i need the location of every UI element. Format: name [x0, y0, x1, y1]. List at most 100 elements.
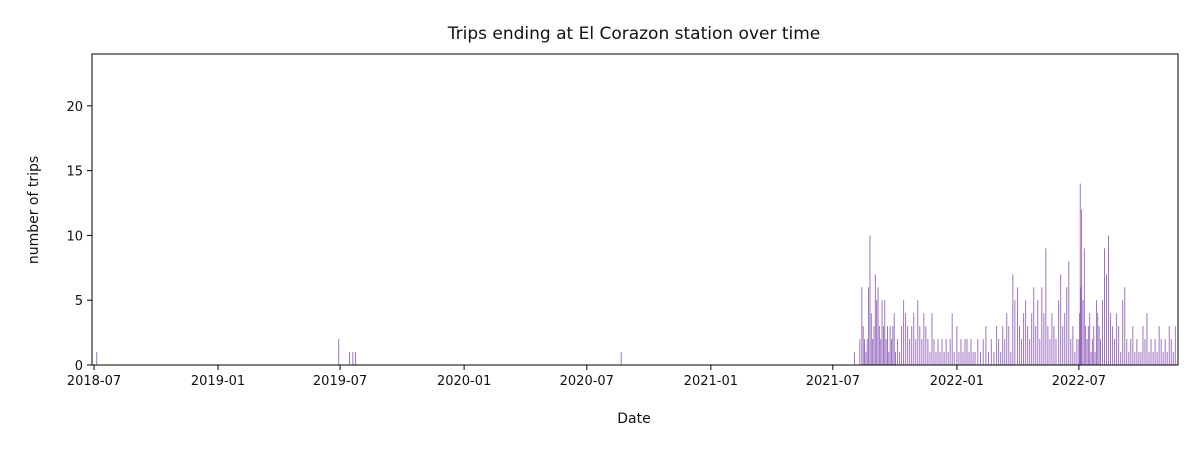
bar [96, 352, 98, 365]
bar [937, 339, 939, 365]
bar [1068, 261, 1070, 365]
bar [1132, 326, 1134, 366]
bar [1051, 313, 1053, 365]
bar [974, 352, 976, 365]
bar [885, 339, 887, 365]
bar [892, 326, 894, 366]
bar [1112, 326, 1114, 366]
bar [1140, 352, 1142, 365]
bar [1156, 352, 1158, 365]
bar [1027, 326, 1029, 366]
bar [349, 352, 350, 365]
y-tick-label: 20 [66, 100, 83, 115]
bar [1064, 313, 1066, 365]
x-axis-label: Date [617, 411, 650, 427]
bar [862, 326, 864, 366]
bar [893, 313, 895, 365]
bar [876, 300, 878, 365]
bar [901, 326, 903, 366]
bar [1093, 326, 1095, 366]
bar [865, 352, 867, 365]
bar [1006, 313, 1008, 365]
bar [1041, 287, 1043, 365]
bar [1060, 274, 1062, 365]
bar [1086, 339, 1088, 365]
bar [873, 326, 875, 366]
bar [872, 339, 874, 365]
x-tick-label: 2020-07 [560, 374, 614, 389]
bar [1047, 326, 1049, 366]
bar [1091, 339, 1093, 365]
bar [1146, 313, 1148, 365]
bar [1094, 352, 1096, 365]
bar [972, 352, 974, 365]
bar [853, 352, 855, 365]
bar [913, 313, 915, 365]
bar [1078, 339, 1080, 365]
bar [953, 352, 955, 365]
bar [1014, 300, 1016, 365]
bar [1120, 352, 1122, 365]
bar [1055, 339, 1057, 365]
bar [1070, 339, 1072, 365]
x-tick-label: 2018-07 [67, 374, 121, 389]
y-tick-label: 15 [66, 165, 83, 180]
bar [1031, 313, 1033, 365]
bar [951, 313, 953, 365]
x-tick-label: 2022-07 [1052, 374, 1106, 389]
bar [988, 352, 990, 365]
bar [1100, 339, 1101, 365]
bar [1128, 352, 1130, 365]
bar [881, 300, 883, 365]
bar [1124, 287, 1126, 365]
bar [1174, 326, 1176, 366]
x-tick-label: 2019-07 [313, 374, 367, 389]
bar [1080, 287, 1082, 365]
plot-frame [91, 53, 1179, 366]
bar [1076, 339, 1078, 365]
bar [1037, 300, 1039, 365]
y-axis-ticks: 0 5 10 15 20 [66, 100, 92, 374]
bar [1079, 183, 1081, 365]
bar [1010, 352, 1012, 365]
bar [1122, 300, 1124, 365]
bar [943, 352, 945, 365]
bar [1138, 352, 1140, 365]
bar [977, 339, 979, 365]
bar [1058, 300, 1060, 365]
bar [982, 339, 984, 365]
bar [1008, 326, 1010, 366]
bar [998, 339, 1000, 365]
x-tick-label: 2019-01 [191, 374, 245, 389]
bar [1087, 326, 1089, 366]
bar [620, 352, 622, 365]
bar [887, 326, 888, 366]
bar [1102, 300, 1103, 365]
bar [935, 352, 937, 365]
bar [870, 313, 872, 365]
bar [905, 313, 907, 365]
bar [884, 300, 886, 365]
bar [993, 352, 995, 365]
bar [889, 326, 891, 366]
bar [1039, 339, 1041, 365]
bar [1023, 313, 1025, 365]
bar [868, 287, 870, 365]
y-tick-label: 10 [66, 229, 83, 244]
bar [864, 339, 865, 365]
bar [869, 235, 871, 365]
bar [1164, 339, 1166, 365]
bars-group [96, 183, 1176, 366]
bar [897, 339, 899, 365]
bar [996, 326, 998, 366]
bar [960, 339, 962, 365]
bar [1126, 339, 1128, 365]
bar [1002, 326, 1004, 366]
bar [1106, 274, 1107, 365]
x-tick-label: 2021-01 [684, 374, 738, 389]
x-tick-label: 2022-01 [930, 374, 984, 389]
bar [923, 313, 925, 365]
bar [1104, 248, 1105, 366]
